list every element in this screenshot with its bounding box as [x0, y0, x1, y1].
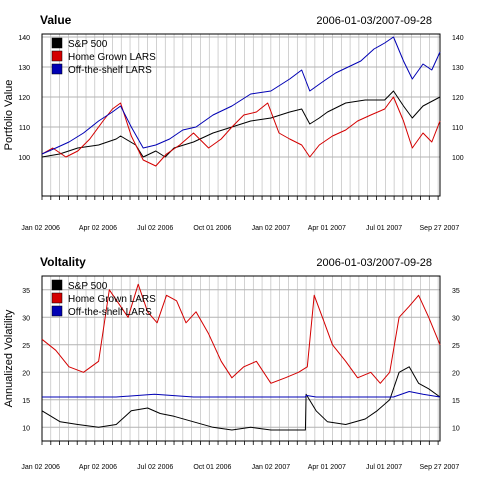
date-range: 2006-01-03/2007-09-28 [316, 257, 432, 269]
y-tick-label-left: 110 [19, 125, 30, 132]
y-tick-label-right: 120 [452, 95, 464, 102]
y-tick-label-right: 15 [452, 398, 460, 405]
x-tick-label: Oct 01 2006 [193, 464, 231, 471]
y-tick-label-right: 10 [452, 425, 460, 432]
legend-swatch [52, 293, 62, 303]
legend-swatch [52, 51, 62, 61]
x-tick-label: Apr 02 2006 [79, 464, 117, 471]
x-tick-label: Sep 27 2007 [420, 464, 460, 471]
x-tick-label: Jan 02 2006 [21, 464, 60, 471]
legend-label: Off-the-shelf LARS [68, 65, 152, 76]
chart-title: Voltality [40, 255, 86, 269]
y-tick-label-left: 120 [18, 95, 30, 102]
x-tick-label: Apr 01 2007 [308, 225, 346, 232]
y-tick-label-right: 110 [452, 125, 463, 132]
x-tick-label: Sep 27 2007 [420, 225, 460, 232]
series-line-sp500 [42, 91, 440, 157]
y-tick-label-left: 35 [22, 288, 30, 295]
legend-label: Home Grown LARS [68, 294, 156, 305]
y-axis-label: Portfolio Value [3, 80, 15, 151]
y-tick-label-left: 100 [18, 155, 30, 162]
legend-label: Off-the-shelf LARS [68, 307, 152, 318]
y-tick-label-right: 20 [452, 370, 460, 377]
y-tick-label-left: 130 [18, 65, 30, 72]
x-tick-label: Jul 02 2006 [137, 464, 173, 471]
y-tick-label-right: 35 [452, 288, 460, 295]
y-tick-label-right: 25 [452, 343, 460, 350]
x-tick-label: Apr 01 2007 [308, 464, 346, 471]
legend-swatch [52, 280, 62, 290]
legend-swatch [52, 306, 62, 316]
value-panel: Jan 02 2006 Apr 02 2006 Jul 02 2006 Oct 01 … [3, 13, 464, 232]
y-tick-label-right: 30 [452, 315, 460, 322]
x-tick-label: Jan 02 2007 [252, 225, 291, 232]
x-tick-label: Apr 02 2006 [79, 225, 117, 232]
y-tick-label-right: 100 [452, 155, 464, 162]
volatility-panel: Jan 02 2006 Apr 02 2006 Jul 02 2006 Oct 01 … [3, 255, 460, 471]
chart-title: Value [40, 13, 72, 27]
y-tick-label-left: 140 [18, 35, 30, 42]
y-axis-label: Annualized Volatility [3, 309, 15, 407]
x-tick-label: Jan 02 2006 [21, 225, 60, 232]
date-range: 2006-01-03/2007-09-28 [316, 15, 432, 27]
legend-label: S&P 500 [68, 39, 108, 50]
y-tick-label-left: 15 [22, 398, 30, 405]
y-tick-label-left: 20 [22, 370, 30, 377]
legend-swatch [52, 38, 62, 48]
y-tick-label-right: 140 [452, 35, 464, 42]
legend-label: Home Grown LARS [68, 52, 156, 63]
legend-label: S&P 500 [68, 281, 108, 292]
y-tick-label-left: 10 [22, 425, 30, 432]
y-tick-label-left: 30 [22, 315, 30, 322]
series-line-home-grown [42, 97, 440, 166]
x-tick-label: Oct 01 2006 [193, 225, 231, 232]
x-tick-label: Jul 01 2007 [366, 225, 402, 232]
x-tick-label: Jul 02 2006 [137, 225, 173, 232]
series-line-sp500 [42, 367, 440, 430]
x-tick-label: Jul 01 2007 [366, 464, 402, 471]
y-tick-label-left: 25 [22, 343, 30, 350]
series-line-off-the-shelf [42, 392, 440, 398]
legend-swatch [52, 64, 62, 74]
x-tick-label: Jan 02 2007 [252, 464, 291, 471]
y-tick-label-right: 130 [452, 65, 464, 72]
